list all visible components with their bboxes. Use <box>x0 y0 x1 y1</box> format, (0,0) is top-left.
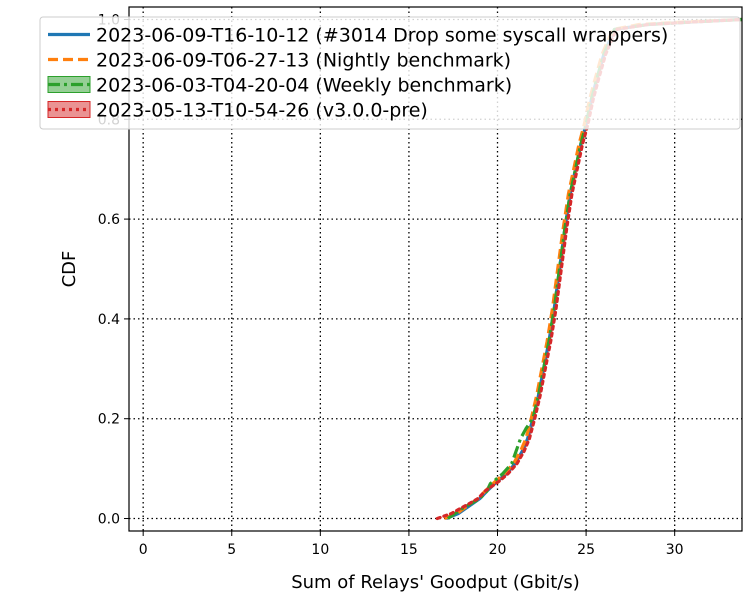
y-tick-label: 0.4 <box>98 312 120 328</box>
x-tick-label: 20 <box>489 542 507 558</box>
x-tick-label: 10 <box>311 542 329 558</box>
legend-label-1: 2023-06-09-T16-10-12 (#3014 Drop some sy… <box>96 25 668 47</box>
x-tick-label: 15 <box>400 542 418 558</box>
legend: 2023-06-09-T16-10-12 (#3014 Drop some sy… <box>39 16 741 130</box>
legend-box <box>39 16 741 130</box>
y-tick-label: 0.0 <box>98 512 120 528</box>
y-axis-label: CDF <box>59 251 80 288</box>
legend-label-4: 2023-05-13-T10-54-26 (v3.0.0-pre) <box>96 100 428 122</box>
x-tick-label: 25 <box>577 542 595 558</box>
legend-label-3: 2023-06-03-T04-20-04 (Weekly benchmark) <box>96 75 512 97</box>
x-tick-label: 0 <box>139 542 148 558</box>
x-tick-label: 30 <box>666 542 684 558</box>
x-axis-label: Sum of Relays' Goodput (Gbit/s) <box>291 572 580 593</box>
x-tick-label: 5 <box>227 542 236 558</box>
y-tick-label: 0.2 <box>98 412 120 428</box>
y-tick-label: 0.6 <box>98 212 120 228</box>
legend-label-2: 2023-06-09-T06-27-13 (Nightly benchmark) <box>96 50 511 72</box>
plot-frame <box>128 6 743 532</box>
